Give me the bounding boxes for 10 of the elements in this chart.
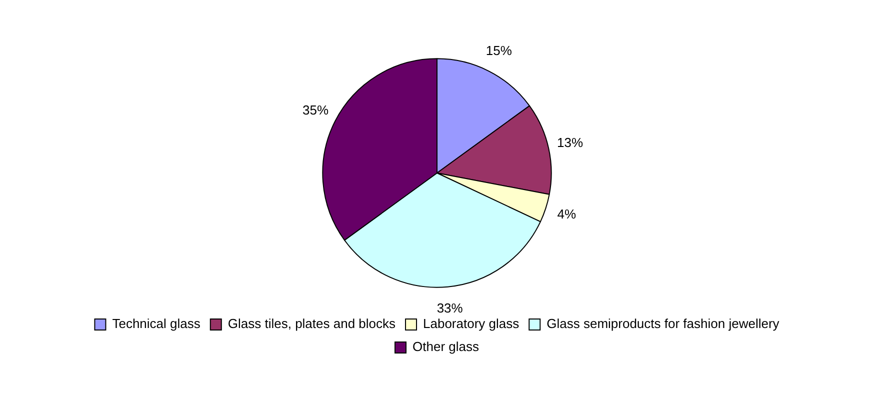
legend-label: Other glass — [412, 339, 480, 354]
legend-label: Glass semiproducts for fashion jewellery — [546, 316, 780, 332]
data-label: 35% — [302, 102, 329, 118]
legend-label: Glass tiles, plates and blocks — [228, 316, 396, 332]
data-label: 33% — [436, 300, 464, 316]
data-label: 4% — [557, 206, 576, 222]
legend-label: Laboratory glass — [423, 316, 520, 332]
data-label: 13% — [557, 134, 584, 150]
legend-label: Technical glass — [112, 316, 201, 332]
data-label: 15% — [486, 43, 512, 58]
